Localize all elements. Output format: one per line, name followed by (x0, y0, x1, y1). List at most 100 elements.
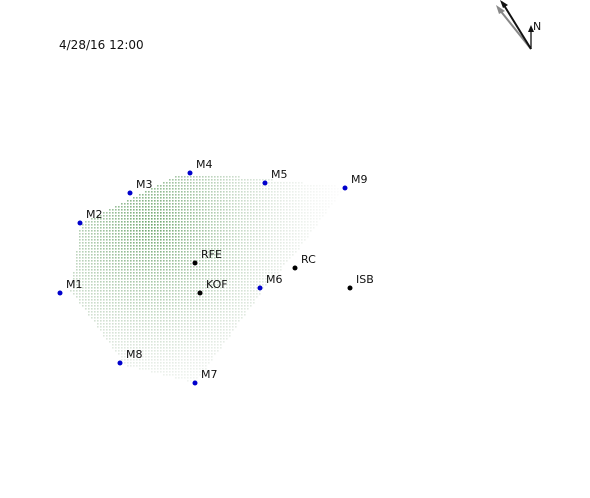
field-cell (157, 308, 159, 310)
field-cell (154, 206, 156, 208)
field-cell (175, 293, 177, 295)
station-m3[interactable]: M3 (127, 178, 153, 196)
field-cell (241, 278, 243, 280)
field-cell (241, 248, 243, 250)
field-cell (220, 275, 222, 277)
field-cell (220, 227, 222, 229)
field-cell (178, 188, 180, 190)
field-cell (118, 242, 120, 244)
field-cell (292, 197, 294, 199)
field-cell (184, 227, 186, 229)
field-cell (208, 200, 210, 202)
field-cell (286, 239, 288, 241)
field-cell (139, 362, 141, 364)
field-cell (247, 227, 249, 229)
field-cell (223, 332, 225, 334)
field-cell (115, 236, 117, 238)
field-cell (142, 248, 144, 250)
field-cell (304, 185, 306, 187)
field-cell (112, 239, 114, 241)
field-cell (163, 335, 165, 337)
field-cell (238, 206, 240, 208)
station-isb[interactable]: ISB (347, 273, 374, 291)
field-cell (178, 299, 180, 301)
station-m5[interactable]: M5 (262, 168, 288, 186)
field-cell (262, 188, 264, 190)
field-cell (238, 305, 240, 307)
field-cell (187, 260, 189, 262)
field-cell (163, 185, 165, 187)
field-cell (157, 251, 159, 253)
field-cell (127, 245, 129, 247)
field-cell (160, 215, 162, 217)
field-cell (214, 275, 216, 277)
field-cell (100, 296, 102, 298)
field-cell (199, 320, 201, 322)
field-cell (301, 200, 303, 202)
station-m6[interactable]: M6 (257, 273, 283, 291)
field-cell (205, 317, 207, 319)
field-cell (229, 224, 231, 226)
field-cell (166, 341, 168, 343)
field-cell (244, 305, 246, 307)
field-cell (181, 182, 183, 184)
field-cell (175, 284, 177, 286)
station-m9[interactable]: M9 (342, 173, 368, 191)
field-cell (133, 257, 135, 259)
field-cell (226, 335, 228, 337)
field-cell (142, 293, 144, 295)
field-cell (226, 263, 228, 265)
field-cell (205, 194, 207, 196)
field-cell (250, 260, 252, 262)
field-cell (244, 254, 246, 256)
field-cell (286, 188, 288, 190)
field-cell (82, 269, 84, 271)
station-m7[interactable]: M7 (192, 368, 218, 386)
field-cell (328, 185, 330, 187)
field-cell (241, 257, 243, 259)
field-cell (160, 323, 162, 325)
field-cell (187, 194, 189, 196)
field-cell (220, 224, 222, 226)
station-m2[interactable]: M2 (77, 208, 103, 226)
field-cell (208, 230, 210, 232)
field-cell (127, 293, 129, 295)
field-cell (103, 275, 105, 277)
field-cell (214, 209, 216, 211)
field-cell (199, 272, 201, 274)
field-cell (232, 239, 234, 241)
station-m4[interactable]: M4 (187, 158, 213, 176)
station-m8[interactable]: M8 (117, 348, 143, 366)
field-cell (112, 341, 114, 343)
field-cell (268, 218, 270, 220)
field-cell (154, 287, 156, 289)
station-rfe[interactable]: RFE (192, 248, 222, 266)
field-cell (205, 260, 207, 262)
field-cell (79, 284, 81, 286)
field-cell (223, 218, 225, 220)
field-cell (244, 197, 246, 199)
field-cell (283, 194, 285, 196)
station-m1[interactable]: M1 (57, 278, 83, 296)
field-cell (265, 230, 267, 232)
field-cell (112, 221, 114, 223)
field-cell (211, 269, 213, 271)
field-cell (139, 224, 141, 226)
field-cell (178, 239, 180, 241)
station-kof[interactable]: KOF (197, 278, 228, 296)
field-cell (226, 242, 228, 244)
field-cell (103, 296, 105, 298)
station-rc[interactable]: RC (292, 253, 317, 271)
field-cell (301, 227, 303, 229)
field-cell (208, 224, 210, 226)
field-cell (148, 278, 150, 280)
field-cell (124, 329, 126, 331)
field-cell (121, 245, 123, 247)
field-cell (310, 191, 312, 193)
field-cell (121, 350, 123, 352)
field-cell (118, 308, 120, 310)
field-cell (127, 209, 129, 211)
field-cell (127, 299, 129, 301)
field-cell (271, 191, 273, 193)
field-cell (136, 257, 138, 259)
